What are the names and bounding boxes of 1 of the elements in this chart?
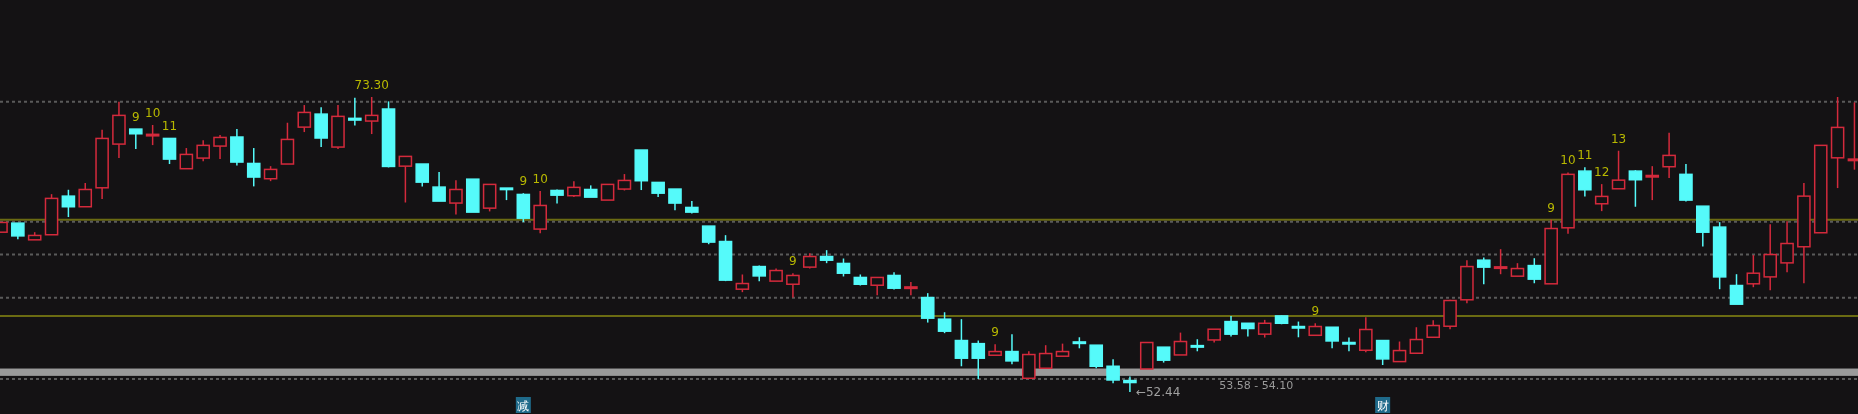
band-label: 53.58 - 54.10 (1219, 378, 1294, 392)
